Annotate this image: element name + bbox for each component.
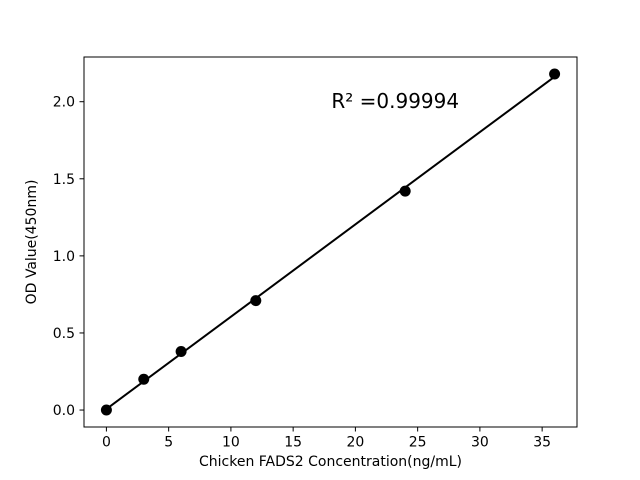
y-tick-label: 0.5 (53, 326, 75, 342)
x-tick-label: 10 (222, 435, 240, 451)
y-tick-label: 1.5 (53, 172, 75, 188)
x-tick-label: 20 (346, 435, 364, 451)
x-tick-label: 35 (533, 435, 551, 451)
y-tick-label: 2.0 (53, 95, 75, 111)
x-tick-label: 0 (102, 435, 111, 451)
x-tick-label: 25 (409, 435, 427, 451)
r-squared-annotation: R² =0.99994 (331, 89, 459, 113)
data-point (138, 373, 150, 385)
x-axis-label: Chicken FADS2 Concentration(ng/mL) (199, 454, 462, 470)
data-point (250, 295, 262, 307)
data-point (399, 185, 411, 197)
x-tick-label: 30 (471, 435, 489, 451)
y-tick-label: 1.0 (53, 249, 75, 265)
data-point (175, 345, 187, 357)
y-tick-label: 0.0 (53, 403, 75, 419)
data-point (549, 68, 561, 80)
data-point (100, 404, 112, 416)
y-axis-label: OD Value(450nm) (24, 180, 40, 305)
x-tick-label: 15 (284, 435, 302, 451)
x-tick-label: 5 (164, 435, 173, 451)
plot-border (83, 56, 578, 428)
